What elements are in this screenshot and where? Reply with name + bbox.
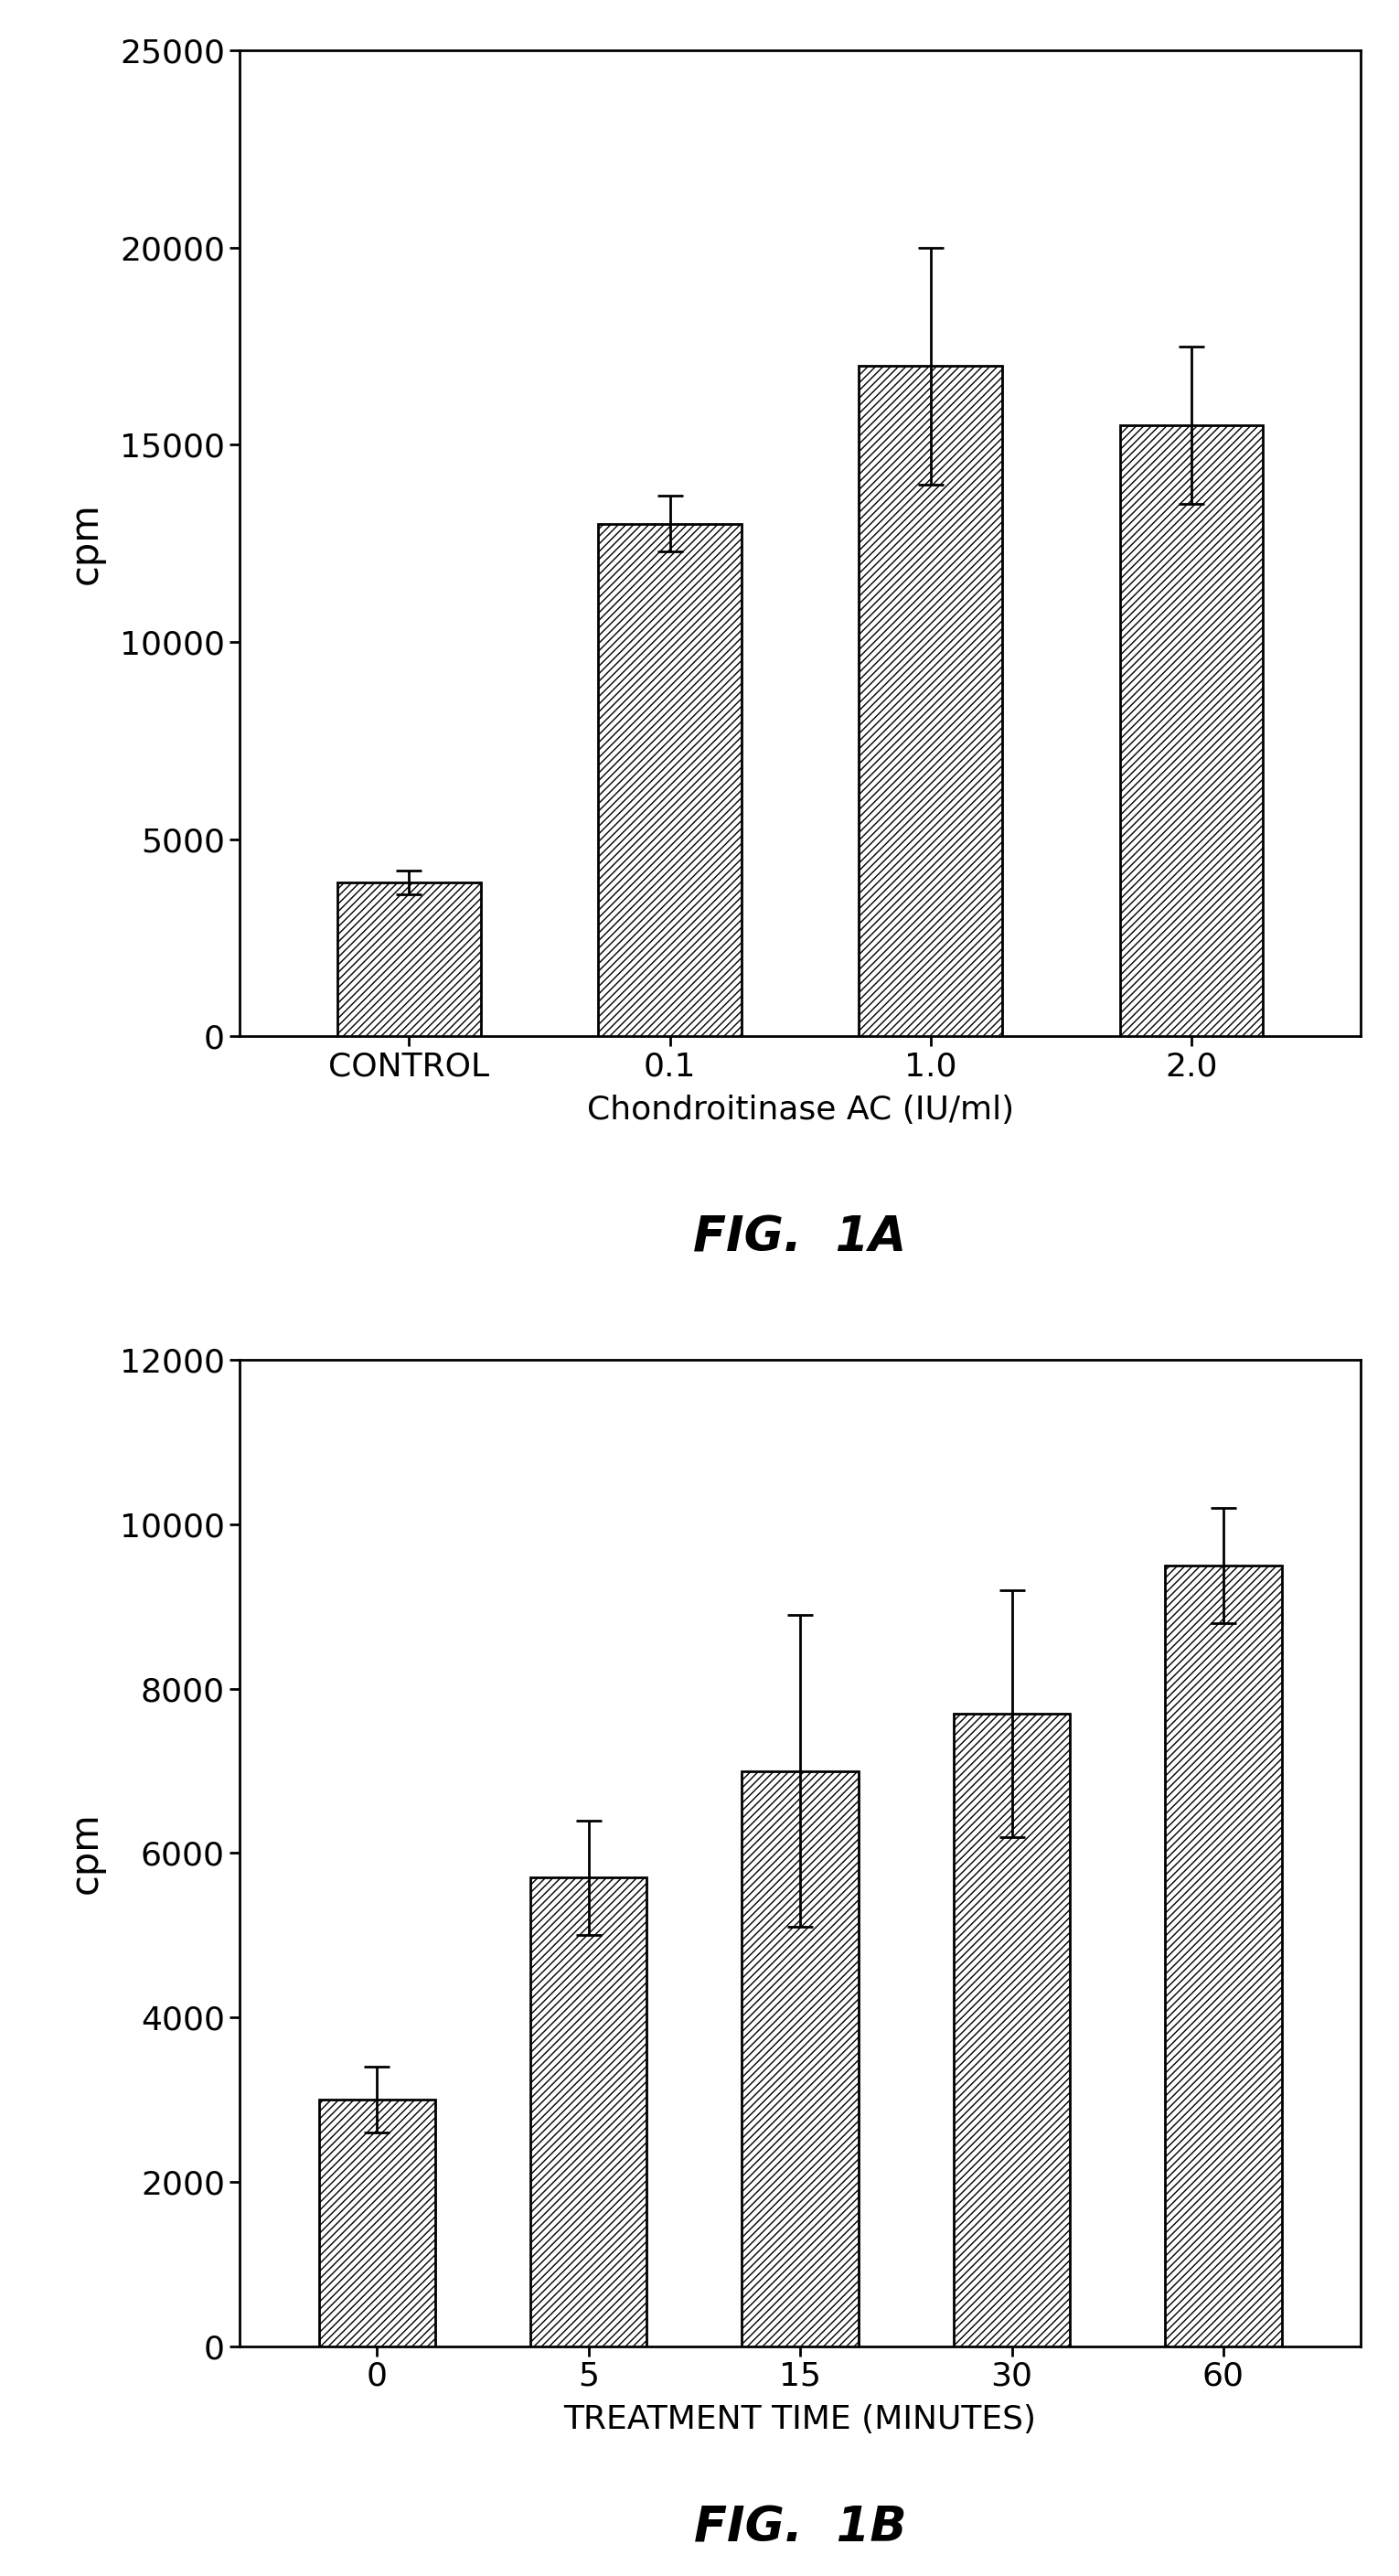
Y-axis label: cpm: cpm [66, 1811, 105, 1893]
Bar [741, 1770, 859, 2347]
Text: FIG.  1B: FIG. 1B [694, 2504, 907, 2550]
X-axis label: Chondroitinase AC (IU/ml): Chondroitinase AC (IU/ml) [586, 1095, 1014, 1126]
Bar [859, 366, 1002, 1036]
Bar [954, 1713, 1070, 2347]
Y-axis label: cpm: cpm [66, 502, 105, 585]
Bar [319, 2099, 435, 2347]
Bar [337, 884, 481, 1036]
Bar [1165, 1566, 1281, 2347]
Text: FIG.  1A: FIG. 1A [694, 1213, 907, 1262]
X-axis label: TREATMENT TIME (MINUTES): TREATMENT TIME (MINUTES) [564, 2403, 1037, 2434]
Bar [1119, 425, 1263, 1036]
Bar [530, 1878, 646, 2347]
Bar [599, 523, 741, 1036]
